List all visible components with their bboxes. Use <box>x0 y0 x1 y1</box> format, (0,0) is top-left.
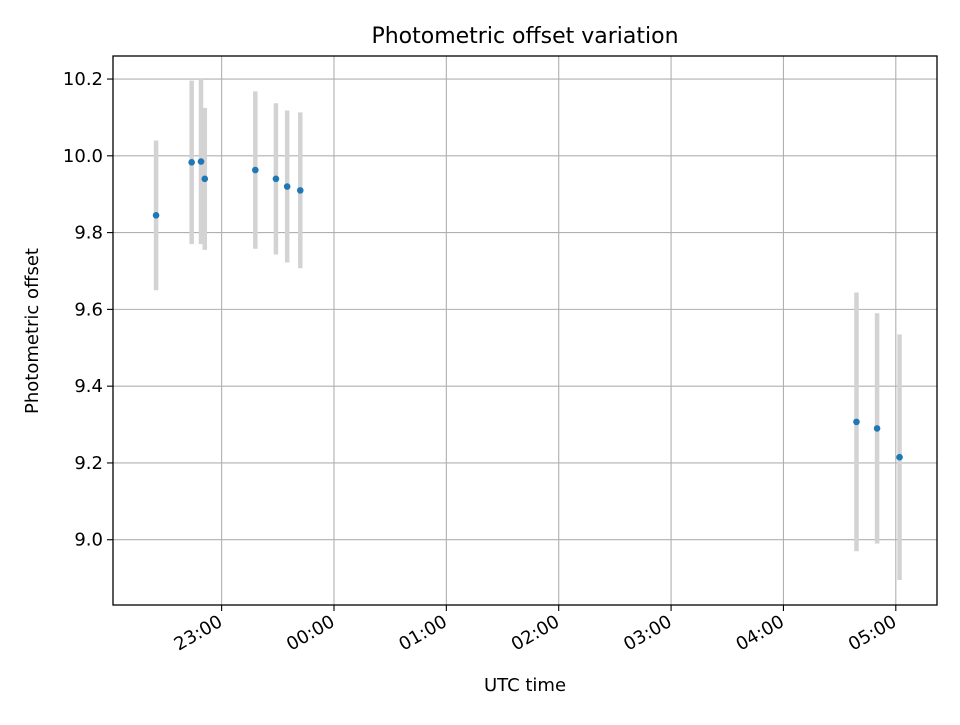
x-tick-label: 00:00 <box>283 611 338 655</box>
data-point <box>283 183 291 190</box>
y-axis-label: Photometric offset <box>22 248 43 414</box>
chart-title: Photometric offset variation <box>371 24 678 49</box>
data-point <box>152 212 160 219</box>
data-point <box>896 453 903 461</box>
data-point <box>197 158 205 165</box>
data-point <box>201 175 209 183</box>
x-tick-label: 03:00 <box>620 611 675 655</box>
data-point <box>296 187 304 194</box>
errorbar-layer <box>153 79 902 581</box>
y-tick-label: 9.8 <box>74 223 103 244</box>
point-layer <box>152 158 903 461</box>
data-point <box>188 159 195 166</box>
data-point <box>252 166 259 174</box>
x-tick-label: 05:00 <box>845 611 900 655</box>
x-tick-label: 04:00 <box>733 611 788 655</box>
x-tick-label: 23:00 <box>171 611 226 655</box>
y-tick-label: 10.0 <box>63 146 103 167</box>
tick-layer: 23:00 00:00 01:00 02:00 03:00 04:00 05:00 9.0 9.… <box>63 69 900 655</box>
plot-frame <box>112 55 938 606</box>
grid-layer <box>113 56 937 605</box>
x-tick-label: 01:00 <box>395 611 450 655</box>
y-tick-label: 9.0 <box>74 530 103 551</box>
data-point <box>873 425 881 432</box>
y-tick-label: 9.2 <box>74 453 103 474</box>
y-tick-label: 10.2 <box>63 69 103 90</box>
y-tick-label: 9.4 <box>74 376 103 397</box>
y-tick-label: 9.6 <box>74 299 103 320</box>
data-point <box>272 175 280 183</box>
x-tick-label: 02:00 <box>508 611 563 655</box>
data-point <box>853 418 860 426</box>
x-axis-label: UTC time <box>484 675 566 696</box>
